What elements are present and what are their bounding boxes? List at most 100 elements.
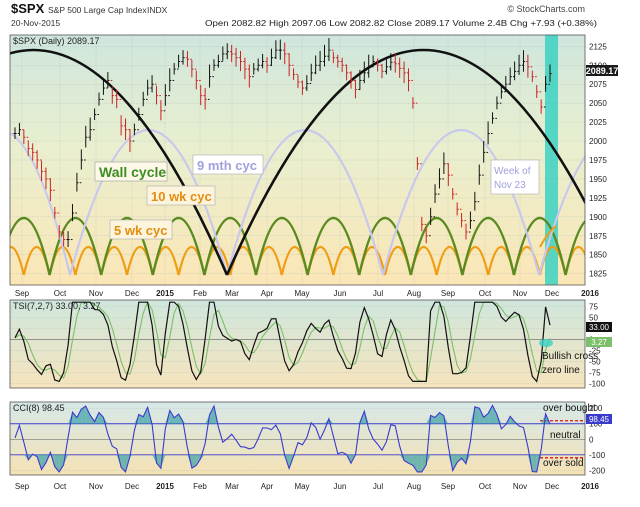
price-x-tick: Sep [15,289,30,298]
cci-x-tick: Sep [15,482,30,491]
price-x-tick: Nov [513,289,527,298]
price-y-tick: 2025 [589,118,607,127]
cci-x-tick: Nov [513,482,527,491]
ten-week-arc [306,216,361,276]
exchange-label: INDX [147,5,168,15]
cci-x-tick: Mar [225,482,239,491]
cci-oversold-fill [59,454,64,472]
svg-text:Week of: Week of [494,166,531,177]
cci-x-tick: 2015 [156,482,174,491]
nine-month-arc [10,131,72,276]
ten-week-arc [512,216,567,276]
cycle-arcs [10,48,585,276]
svg-text:33.00: 33.00 [589,323,610,332]
cci-x-axis: Sep Oct Nov Dec 2015 Feb Mar Apr May Jun Jul Aug Sep… [15,482,600,491]
neutral-label: neutral [550,430,581,441]
price-y-tick: 1850 [589,251,607,260]
ten-week-arc [358,216,412,276]
tsi-line [14,301,551,383]
price-bars [13,38,552,248]
cci-x-tick: Aug [407,482,421,491]
tsi-y-tick: 50 [589,314,598,323]
cci-x-tick: Apr [261,482,274,491]
cci-oversold-fill [536,454,542,472]
price-x-tick: Dec [545,289,559,298]
tsi-legend: TSI(7,2,7) 33.00, 3.27 [13,301,101,311]
svg-text:2089.17: 2089.17 [586,66,619,76]
price-legend: $SPX (Daily) 2089.17 [13,36,100,46]
nine-month-cycle-label: 9 mth cyc [192,154,264,175]
svg-text:3.27: 3.27 [591,338,607,347]
wall-cycle-arc [225,48,585,276]
cci-value-tag: 98.45 [586,414,612,424]
cci-overbought-fill [488,405,493,424]
price-x-tick: Apr [261,289,274,298]
price-x-tick: Jun [334,289,347,298]
ten-week-arc [48,216,103,276]
cci-oversold-fill [191,454,197,469]
cci-overbought-fill [174,414,179,424]
cci-oversold-fill [156,454,161,469]
cci-y-tick: -100 [589,451,606,460]
price-y-tick: 1900 [589,213,607,222]
tsi-signal-line [14,300,551,382]
ohlc-readout: Open 2082.82 High 2097.06 Low 2082.82 Cl… [205,18,597,28]
cci-oversold-fill [41,454,46,470]
svg-text:9 mth cyc: 9 mth cyc [197,158,257,173]
last-price-tag: 2089.17 [586,65,619,76]
nine-month-arc [537,154,585,276]
price-x-tick: Nov [89,289,103,298]
cci-overbought-fill [492,405,497,424]
price-y-tick: 2075 [589,80,607,89]
price-y-tick: 2125 [589,42,607,51]
wall-cycle-label: Wall cycle [94,161,168,182]
price-x-tick: May [294,289,309,298]
cci-overbought-fill [85,406,91,424]
tsi-value-tags: 33.00 3.27 [586,322,612,347]
cci-x-tick: Nov [89,482,103,491]
wall-cycle-arc [10,48,229,276]
cci-overbought-fill [81,406,86,424]
cci-x-tick: Oct [54,482,67,491]
ten-week-arc [10,216,51,276]
cci-oversold-fill [280,454,285,456]
price-x-tick: 2016 [581,289,599,298]
overbought-label: over bought [543,403,596,414]
cci-legend: CCI(8) 98.45 [13,403,65,413]
cci-overbought-fill [479,408,484,424]
cci-overbought-fill [355,422,360,424]
tsi-y-tick: -75 [589,369,601,378]
projected-arc [539,225,557,248]
price-x-tick: Jul [373,289,383,298]
price-y-axis: 2125210020752050202520001975195019251900… [589,42,607,278]
price-y-tick: 1950 [589,175,607,184]
cci-overbought-fill [99,412,104,424]
price-x-tick: Oct [479,289,492,298]
cci-overbought-fill [364,411,369,424]
cci-oversold-fill [187,454,192,469]
five-week-cycle-label: 5 wk cyc [109,219,173,240]
cci-oversold-fill [457,454,462,463]
cci-y-tick: -200 [589,466,606,475]
ten-week-arc [461,216,516,276]
cci-overbought-fill [435,412,440,424]
price-y-tick: 1925 [589,194,607,203]
svg-text:5 wk cyc: 5 wk cyc [114,223,168,238]
ten-week-arc [203,216,258,276]
cci-line [14,404,551,473]
ten-week-arc [151,216,206,276]
index-name: S&P 500 Large Cap Index [48,5,147,15]
tsi-y-tick: -25 [589,347,601,356]
cci-x-tick: Dec [125,482,139,491]
cci-y-tick: 100 [589,420,603,429]
cci-overbought-fill [483,413,489,424]
tsi-gridlines [10,306,585,384]
cci-x-tick: Jun [334,482,347,491]
bullish-cross-annotation: Bullish cross zero line [542,351,598,376]
cci-x-tick: Feb [193,482,207,491]
chart-date: 20-Nov-2015 [11,18,60,28]
cci-overbought-fill [143,407,148,424]
cci-x-tick: Sep [441,482,456,491]
